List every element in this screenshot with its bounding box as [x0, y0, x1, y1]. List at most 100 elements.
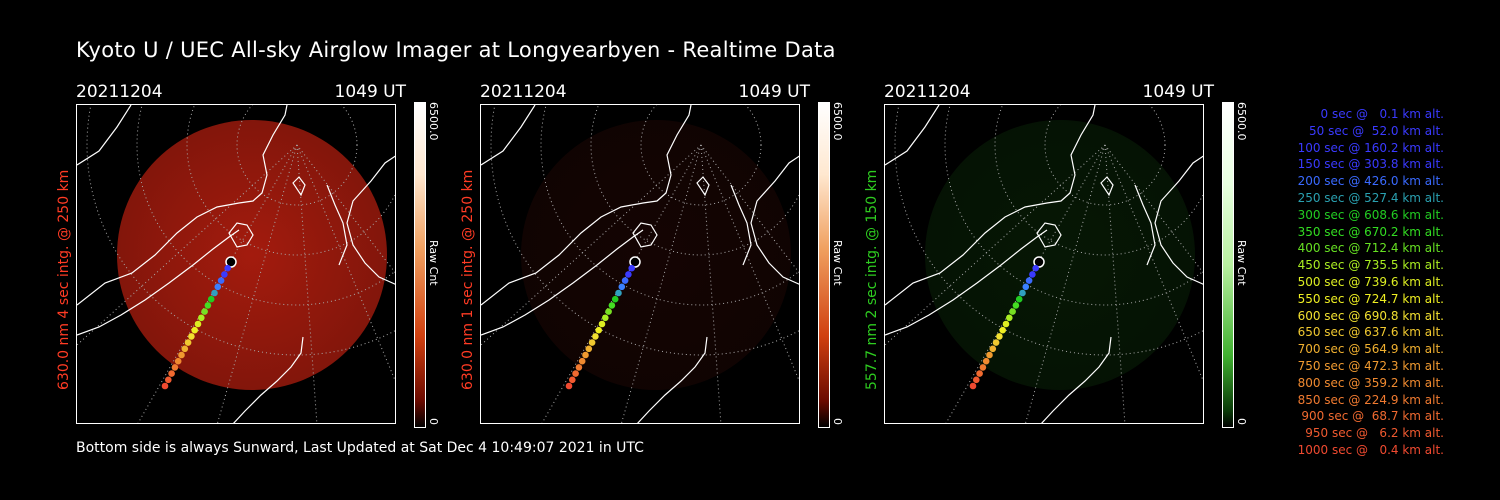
trajectory-point: [565, 382, 573, 390]
coastline: [1041, 336, 1112, 423]
panel-time: 1049 UT: [1142, 82, 1215, 102]
trajectory-point: [207, 295, 215, 303]
trajectory-point: [188, 333, 195, 340]
airglow-panel-3: 20211204 1049 UT: [884, 82, 1214, 432]
trajectory-point: [168, 370, 175, 377]
trajectory-point: [1002, 320, 1010, 328]
trajectory-point: [171, 364, 179, 371]
coastline: [696, 176, 710, 197]
airglow-panel-1: 20211204 1049 UT: [76, 82, 406, 432]
coastline: [750, 155, 799, 285]
trajectory-point: [973, 376, 980, 384]
coastline: [885, 105, 1096, 306]
colorbar-max: 6500.0: [831, 102, 844, 141]
trajectory-point: [979, 364, 987, 371]
coastline: [1100, 176, 1114, 197]
trajectory-point: [214, 283, 222, 291]
legend-entry: 250 sec @ 527.4 km alt.: [1297, 190, 1444, 205]
airglow-disk: [521, 120, 791, 390]
longitude-line: [296, 144, 395, 382]
trajectory-point: [996, 333, 1003, 340]
trajectory-point: [174, 357, 182, 365]
panel-time: 1049 UT: [334, 82, 407, 102]
longitude-line: [885, 144, 1106, 346]
legend-entry: 0 sec @ 0.1 km alt.: [1320, 107, 1445, 121]
legend-entry: 800 sec @ 359.2 km alt.: [1297, 375, 1444, 390]
longitude-line: [541, 144, 702, 423]
trajectory-point: [217, 277, 225, 284]
allsky-image: [480, 104, 800, 424]
coastline: [1036, 222, 1062, 248]
trajectory-point: [588, 339, 596, 346]
trajectory-point: [1033, 256, 1045, 268]
latitude-circle: [640, 105, 762, 206]
colorbar-max: 6500.0: [1235, 102, 1248, 141]
trajectory-point: [1032, 264, 1039, 272]
coastline: [292, 176, 306, 197]
legend-entry: 1000 sec @ 0.4 km alt.: [1297, 442, 1444, 457]
coastline: [730, 184, 752, 266]
longitude-line: [1104, 144, 1203, 382]
airglow-disk: [117, 120, 387, 390]
trajectory-point: [621, 277, 629, 284]
colorbar-3: [1222, 102, 1234, 428]
trajectory-point: [184, 339, 192, 346]
legend-entry: 350 sec @ 670.2 km alt.: [1297, 224, 1444, 239]
colorbar-min: 0: [831, 418, 844, 425]
longitude-line: [700, 144, 799, 382]
trajectory-legend: 0 sec @ 0.1 km alt. 50 sec @ 52.0 km alt.…: [1262, 106, 1444, 459]
panel-3-ylabel: 557.7 nm 2 sec intg. @ 150 km: [864, 169, 880, 390]
coastline: [233, 336, 304, 423]
longitude-line: [1104, 144, 1126, 423]
trajectory-point: [1025, 277, 1033, 284]
legend-entry: 650 sec @ 637.6 km alt.: [1297, 325, 1444, 340]
longitude-line: [296, 144, 395, 274]
trajectory-point: [194, 320, 202, 328]
longitude-line: [137, 144, 298, 423]
coastline: [885, 105, 940, 166]
trajectory-point: [989, 345, 997, 353]
legend-entry: 550 sec @ 724.7 km alt.: [1297, 291, 1444, 306]
colorbar-1: [414, 102, 426, 428]
longitude-line: [700, 144, 722, 423]
trajectory-point: [575, 364, 583, 371]
trajectory-point: [1029, 271, 1036, 278]
colorbar-max: 6500.0: [427, 102, 440, 141]
longitude-line: [1025, 144, 1106, 423]
legend-entry: 950 sec @ 6.2 km alt.: [1305, 426, 1444, 441]
trajectory-point: [592, 333, 599, 340]
latitude-circle: [1044, 105, 1166, 206]
legend-entry: 200 sec @ 426.0 km alt.: [1297, 174, 1444, 189]
trajectory-point: [615, 289, 622, 297]
trajectory-point: [585, 345, 593, 353]
panel-1-ylabel: 630.0 nm 4 sec intg. @ 250 km: [56, 169, 72, 390]
trajectory-point: [181, 345, 189, 353]
coastline: [1154, 155, 1203, 285]
colorbar-2: [818, 102, 830, 428]
trajectory-point: [204, 302, 212, 309]
coastline: [326, 184, 348, 266]
longitude-line: [296, 144, 318, 423]
trajectory-point: [582, 351, 589, 359]
latitude-circle: [994, 105, 1203, 256]
legend-entry: 50 sec @ 52.0 km alt.: [1309, 123, 1444, 138]
trajectory-point: [569, 376, 576, 384]
trajectory-point: [1019, 289, 1026, 297]
legend-entry: 450 sec @ 735.5 km alt.: [1297, 258, 1444, 273]
latitude-circle: [236, 105, 358, 206]
coastline: [637, 336, 708, 423]
colorbar-unit: Raw Cnt: [831, 240, 844, 286]
legend-entry: 100 sec @ 160.2 km alt.: [1297, 140, 1444, 155]
trajectory-point: [598, 320, 606, 328]
panel-date: 20211204: [480, 82, 567, 102]
trajectory-point: [191, 326, 198, 334]
trajectory-point: [618, 283, 626, 291]
coastline: [346, 155, 395, 285]
legend-entry: 400 sec @ 712.4 km alt.: [1297, 241, 1444, 256]
legend-entry: 900 sec @ 68.7 km alt.: [1301, 409, 1444, 424]
longitude-line: [945, 144, 1106, 423]
trajectory-point: [982, 357, 990, 365]
trajectory-point: [578, 357, 586, 365]
footer-status: Bottom side is always Sunward, Last Upda…: [76, 440, 644, 456]
trajectory-point: [608, 302, 616, 309]
